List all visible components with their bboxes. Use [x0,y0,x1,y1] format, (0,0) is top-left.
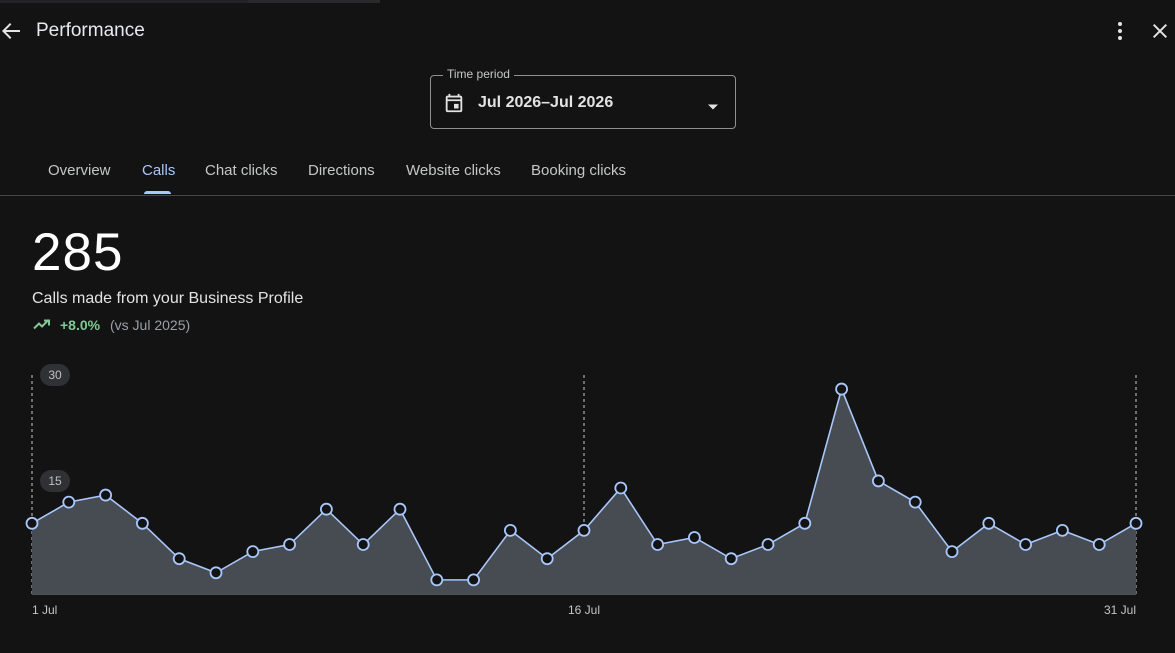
page-title: Performance [36,20,145,41]
data-point[interactable] [283,538,297,551]
data-point[interactable] [430,573,444,587]
data-point[interactable] [688,531,701,544]
data-point[interactable] [1019,538,1032,551]
time-period-value: Jul 2026–Jul 2026 [478,94,614,111]
data-point[interactable] [172,552,186,566]
dropdown-arrow-icon [707,98,719,110]
metric-description: Calls made from your Business Profile [32,290,304,307]
more-vert-icon[interactable] [1108,19,1132,43]
data-point[interactable] [319,502,333,516]
data-point[interactable] [908,495,922,509]
y-tick-badge [40,470,70,492]
x-tick-label: 1 Jul [32,603,57,617]
tab-website-clicks[interactable]: Website clicks [406,162,501,179]
data-point[interactable] [614,481,628,495]
data-point[interactable] [577,524,591,537]
trending-up-icon [33,317,51,331]
tab-booking-clicks[interactable]: Booking clicks [531,162,627,179]
data-point[interactable] [872,474,885,488]
tab-chat-clicks[interactable]: Chat clicks [205,162,278,179]
x-tick-label: 31 Jul [1104,603,1136,617]
data-point[interactable] [25,516,39,530]
time-period-select[interactable]: Time period Jul 2026–Jul 2026 [430,67,736,129]
data-point[interactable] [1092,538,1106,551]
data-point[interactable] [246,545,260,558]
data-point[interactable] [982,516,996,530]
chart-area [32,389,1136,594]
data-point[interactable] [798,516,812,530]
metric-total: 285 [32,223,124,282]
active-tab-indicator [144,191,171,194]
data-point[interactable] [356,538,370,551]
data-point[interactable] [1056,524,1069,537]
data-point[interactable] [99,488,112,502]
tab-directions[interactable]: Directions [308,162,375,179]
data-point[interactable] [135,516,149,530]
x-tick-label: 16 Jul [568,603,600,617]
data-point[interactable] [835,382,848,396]
tab-overview[interactable]: Overview [48,162,111,179]
back-arrow-icon[interactable] [0,19,24,43]
metric-tabs: Overview Calls Chat clicks Directions We… [0,150,1175,196]
data-point[interactable] [503,524,517,537]
calendar-icon [443,92,465,114]
y-tick-badge [40,364,70,386]
metric-change: +8.0% [60,317,101,333]
tab-calls[interactable]: Calls [142,162,176,179]
time-period-label: Time period [443,67,514,81]
y-tick-label: 30 [48,368,62,382]
close-icon[interactable] [1148,19,1172,43]
data-point[interactable] [467,573,481,587]
y-tick-label: 15 [48,474,62,488]
data-point[interactable] [540,552,554,566]
metric-comparison: (vs Jul 2025) [110,317,191,333]
data-point[interactable] [945,545,959,558]
data-point[interactable] [62,495,76,509]
data-point[interactable] [1129,516,1143,530]
data-point[interactable] [393,502,407,516]
header-bar: Performance [0,0,1175,62]
data-point[interactable] [651,538,664,551]
data-point[interactable] [209,566,223,580]
data-point[interactable] [761,538,775,551]
data-point[interactable] [724,552,738,566]
